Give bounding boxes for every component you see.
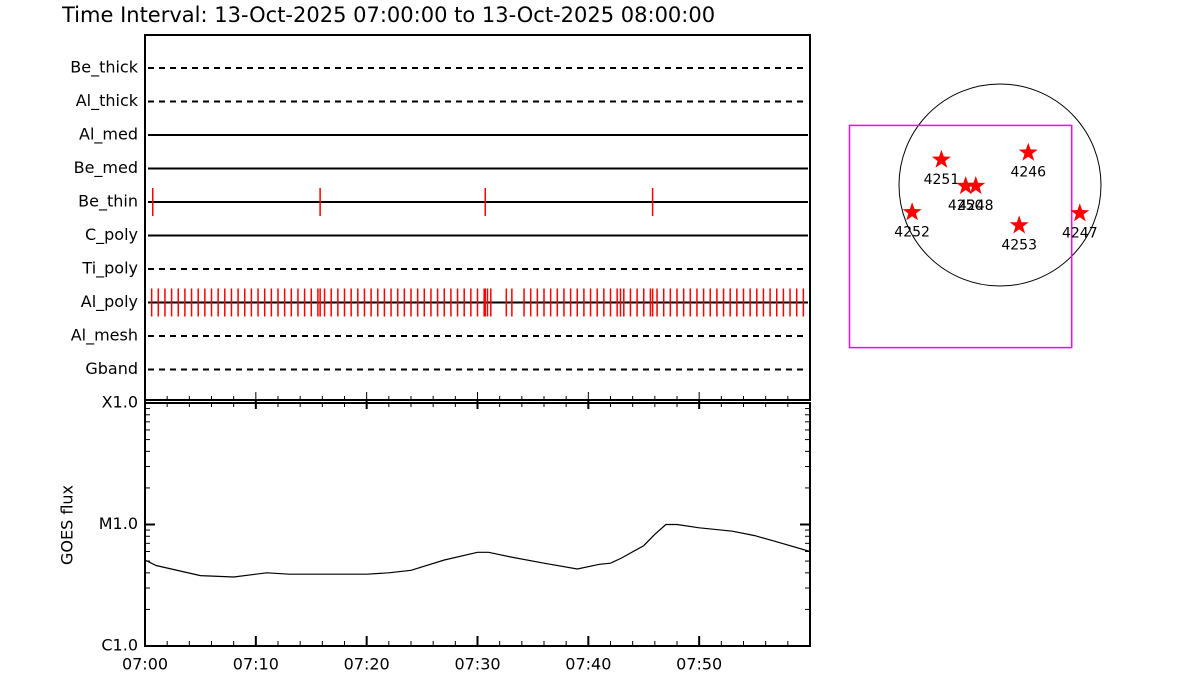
filter-label: Al_poly [81, 292, 138, 312]
active-region-label: 4252 [894, 224, 930, 240]
filter-label: Be_med [74, 158, 138, 178]
active-region-marker [1009, 215, 1029, 234]
filter-label: Al_mesh [71, 326, 138, 346]
solar-limb [898, 83, 1102, 287]
active-region-marker [966, 176, 986, 195]
filter-label: Be_thick [70, 58, 138, 78]
filter-label: Be_thin [78, 192, 138, 212]
x-tick-label: 07:10 [233, 655, 279, 674]
filter-label: Gband [85, 359, 138, 378]
goes-frame [144, 402, 811, 647]
x-tick-label: 07:30 [454, 655, 500, 674]
active-region-marker [1070, 203, 1090, 222]
active-region-label: 4247 [1062, 225, 1098, 241]
goes-curve [144, 523, 811, 578]
x-tick-label: 07:40 [565, 655, 611, 674]
y-tick-label: X1.0 [102, 393, 138, 412]
active-region-marker [902, 202, 922, 221]
active-region-marker [931, 149, 951, 168]
active-region-label: 4251 [924, 172, 960, 188]
filter-label: Al_thick [76, 91, 139, 111]
field-of-view [848, 124, 1073, 349]
x-tick-label: 07:00 [122, 655, 168, 674]
y-tick-label: M1.0 [99, 514, 138, 533]
x-tick-label: 07:20 [344, 655, 390, 674]
active-region-label: 4246 [1010, 165, 1046, 181]
chart-title: Time Interval: 13-Oct-2025 07:00:00 to 1… [61, 3, 715, 27]
filter-label: Al_med [79, 125, 138, 145]
y-tick-label: C1.0 [101, 636, 138, 655]
y-axis-label: GOES flux [58, 485, 77, 565]
active-region-label: 4250 [948, 198, 984, 214]
active-region-marker [1018, 142, 1038, 161]
filter-label: C_poly [85, 225, 138, 245]
active-region-label: 4248 [958, 198, 994, 214]
active-region-label: 4253 [1001, 237, 1037, 253]
filter-label: Ti_poly [81, 259, 138, 279]
active-region-marker [956, 176, 976, 195]
x-tick-label: 07:50 [676, 655, 722, 674]
timeline-frame [144, 34, 811, 401]
